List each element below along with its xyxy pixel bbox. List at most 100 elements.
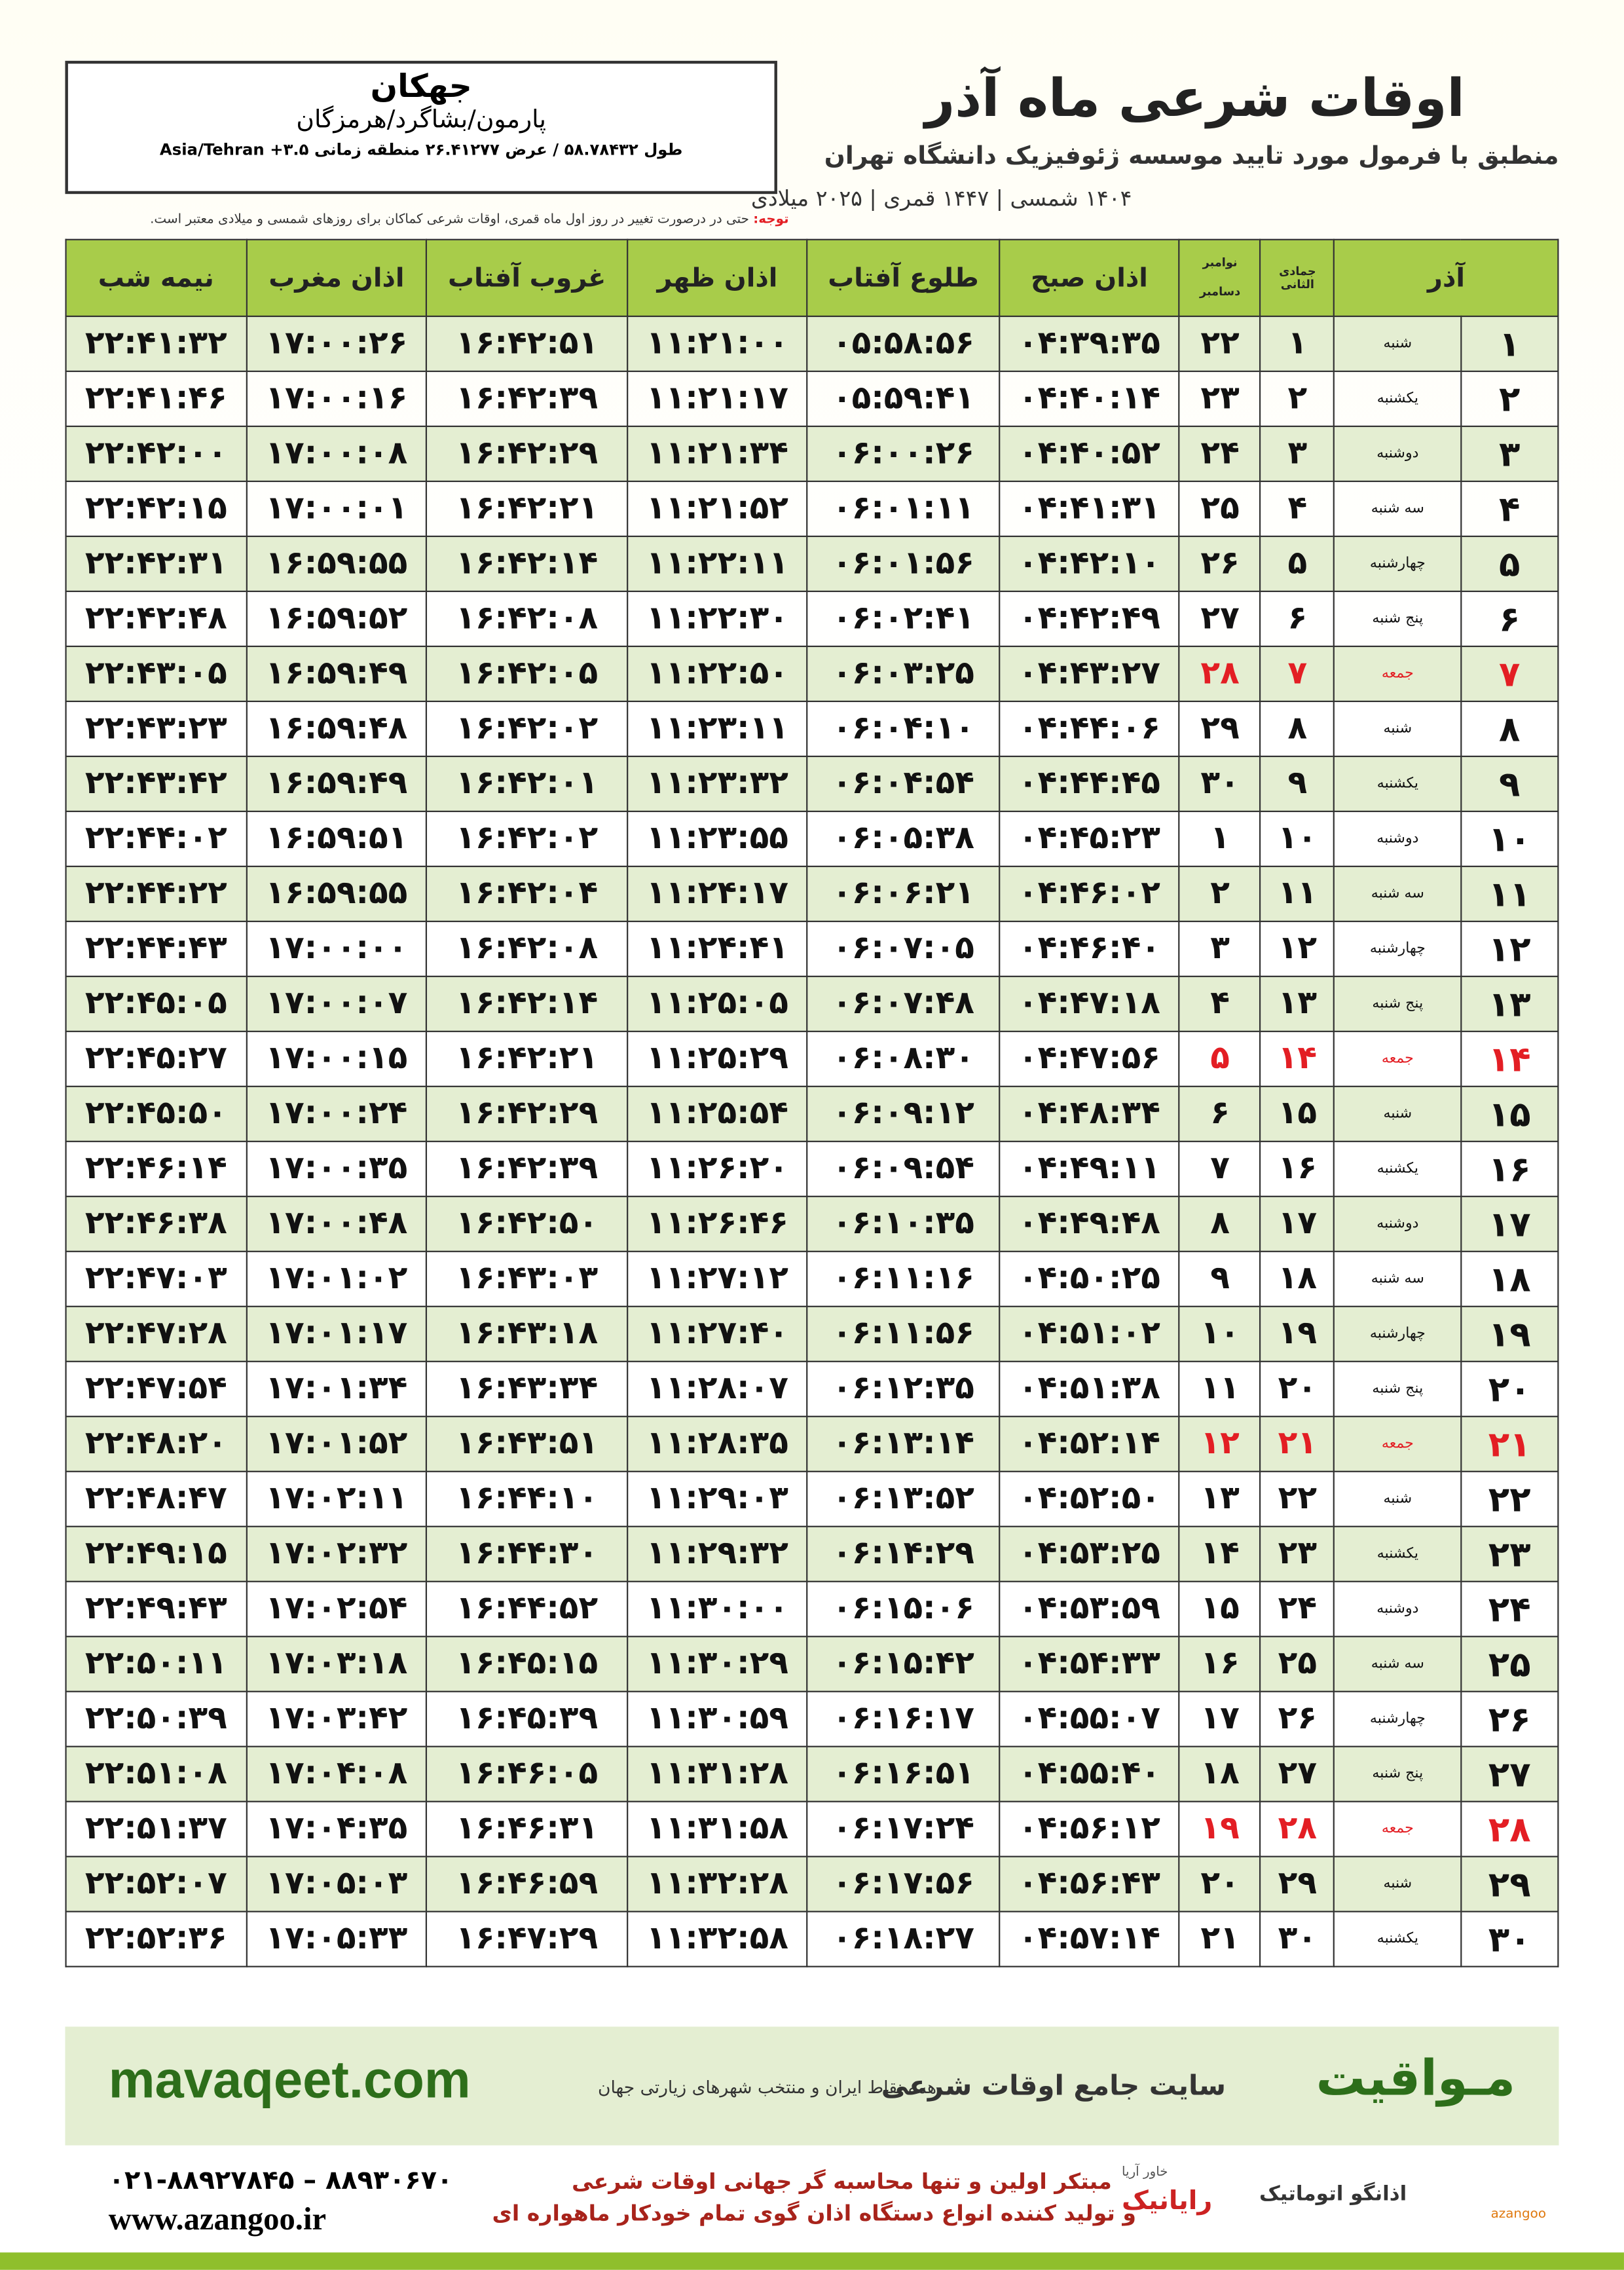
table-cell: ۲۲:۴۴:۰۲ xyxy=(65,810,248,867)
table-cell: ۰۶:۰۴:۱۰ xyxy=(807,700,1000,757)
table-row: ۸ شنبه ۸ ۲۹ ۰۴:۴۴:۰۶ ۰۶:۰۴:۱۰ ۱۱:۲۳:۱۱ ۱۶:۴۲:۰۲… xyxy=(65,700,1559,757)
table-cell: ۴ xyxy=(1259,480,1335,538)
table-cell: ۲۲:۴۴:۴۳ xyxy=(65,920,248,977)
table-cell: ۰۴:۴۵:۲۳ xyxy=(998,810,1181,867)
table-cell: ۳۰ xyxy=(1460,1910,1559,1967)
table-cell: ۱۷:۰۰:۱۵ xyxy=(246,1030,428,1087)
table-cell: ۲۹ xyxy=(1259,1855,1335,1912)
table-row: ۱۶ یکشنبه ۱۶ ۷ ۰۴:۴۹:۱۱ ۰۶:۰۹:۵۴ ۱۱:۲۶:۲۰ ۱۶:۴۲… xyxy=(65,1140,1559,1197)
table-cell: چهارشنبه xyxy=(1333,1305,1462,1362)
table-cell: ۱۱:۲۸:۳۵ xyxy=(626,1415,809,1472)
table-cell: ۱۶:۴۲:۰۸ xyxy=(426,920,628,977)
table-cell: جمعه xyxy=(1333,645,1462,702)
table-cell: ۴ xyxy=(1179,975,1262,1032)
table-cell: دوشنبه xyxy=(1333,1580,1462,1637)
table-cell: ۱۴ xyxy=(1259,1030,1335,1087)
table-cell: ۰۶:۰۸:۳۰ xyxy=(807,1030,1000,1087)
table-row: ۴ سه شنبه ۴ ۲۵ ۰۴:۴۱:۳۱ ۰۶:۰۱:۱۱ ۱۱:۲۱:۵۲ ۱۶:۴۲… xyxy=(65,480,1559,538)
table-cell: یکشنبه xyxy=(1333,1525,1462,1582)
table-cell: پنج شنبه xyxy=(1333,1360,1462,1417)
table-cell: ۱۷:۰۵:۳۳ xyxy=(246,1910,428,1967)
table-cell: ۲۲:۴۵:۲۷ xyxy=(65,1030,248,1087)
table-cell: ۰۶:۱۰:۳۵ xyxy=(807,1195,1000,1252)
table-cell: ۱۶:۴۲:۳۹ xyxy=(426,370,628,428)
table-cell: ۰۴:۴۷:۵۶ xyxy=(998,1030,1181,1087)
banner-sub: همه نقاط ایران و منتخب شهرهای زیارتی جها… xyxy=(597,2077,937,2098)
table-cell: ۱۴ xyxy=(1460,1030,1559,1087)
table-cell: ۰۴:۴۹:۴۸ xyxy=(998,1195,1181,1252)
table-cell: ۲۰ xyxy=(1259,1360,1335,1417)
header-cell: آذر xyxy=(1333,238,1559,318)
table-cell: ۰۶:۰۵:۳۸ xyxy=(807,810,1000,867)
table-cell: ۷ xyxy=(1259,645,1335,702)
table-cell: ۱۶:۴۲:۱۴ xyxy=(426,535,628,593)
table-cell: ۱۷:۰۱:۱۷ xyxy=(246,1305,428,1362)
table-cell: ۱۷:۰۱:۰۲ xyxy=(246,1250,428,1307)
table-cell: ۲۰ xyxy=(1179,1855,1262,1912)
table-row: ۱ شنبه ۱ ۲۲ ۰۴:۳۹:۳۵ ۰۵:۵۸:۵۶ ۱۱:۲۱:۰۰ ۱۶:۴۲:۵۱… xyxy=(65,315,1559,373)
header-sub: دسامبر xyxy=(1199,285,1241,299)
table-cell: دوشنبه xyxy=(1333,425,1462,483)
table-cell: ۱۱:۲۴:۴۱ xyxy=(626,920,809,977)
header-cell: نوامبر دسامبر xyxy=(1179,238,1262,318)
table-cell: پنج شنبه xyxy=(1333,1745,1462,1802)
table-cell: ۱۱ xyxy=(1259,865,1335,922)
table-cell: ۱۶:۵۹:۵۵ xyxy=(246,865,428,922)
phone: ۰۲۱-۸۸۹۲۷۸۴۵ – ۸۸۹۳۰۶۷۰ xyxy=(108,2165,453,2197)
table-cell: ۰۴:۴۲:۱۰ xyxy=(998,535,1181,593)
table-cell: شنبه xyxy=(1333,1085,1462,1142)
table-cell: ۱۱:۳۰:۵۹ xyxy=(626,1690,809,1747)
table-cell: ۱۱:۲۸:۰۷ xyxy=(626,1360,809,1417)
table-cell: ۲۲:۴۳:۰۵ xyxy=(65,645,248,702)
table-cell: ۲۲:۵۰:۳۹ xyxy=(65,1690,248,1747)
table-cell: شنبه xyxy=(1333,700,1462,757)
table-cell: چهارشنبه xyxy=(1333,920,1462,977)
table-cell: ۱۳ xyxy=(1179,1470,1262,1527)
table-cell: ۱۷:۰۰:۳۵ xyxy=(246,1140,428,1197)
table-cell: ۱۵ xyxy=(1460,1085,1559,1142)
table-cell: ۲۹ xyxy=(1460,1855,1559,1912)
table-cell: ۱۷:۰۰:۱۶ xyxy=(246,370,428,428)
table-cell: ۲۲:۴۹:۴۳ xyxy=(65,1580,248,1637)
table-cell: ۲۲:۴۷:۲۸ xyxy=(65,1305,248,1362)
table-cell: ۱۷:۰۰:۴۸ xyxy=(246,1195,428,1252)
table-cell: ۰۴:۵۵:۰۷ xyxy=(998,1690,1181,1747)
table-cell: جمعه xyxy=(1333,1800,1462,1857)
table-cell: ۲۶ xyxy=(1460,1690,1559,1747)
note-text: حتی در درصورت تغییر در روز اول ماه قمری،… xyxy=(150,212,749,228)
brand: مـواقیت xyxy=(1316,2049,1516,2108)
table-cell: ۹ xyxy=(1259,755,1335,812)
table-row: ۲۲ شنبه ۲۲ ۱۳ ۰۴:۵۲:۵۰ ۰۶:۱۳:۵۲ ۱۱:۲۹:۰۳ ۱۶:۴۴:… xyxy=(65,1470,1559,1527)
table-cell: ۸ xyxy=(1259,700,1335,757)
table-cell: ۱۶:۵۹:۵۵ xyxy=(246,535,428,593)
table-cell: ۱۷:۰۰:۲۶ xyxy=(246,315,428,373)
table-cell: ۰۴:۵۶:۴۳ xyxy=(998,1855,1181,1912)
table-cell: ۱۱:۲۶:۴۶ xyxy=(626,1195,809,1252)
header-cell: اذان مغرب xyxy=(246,238,428,318)
table-cell: ۲۲:۴۷:۵۴ xyxy=(65,1360,248,1417)
table-cell: ۱۶:۵۹:۴۹ xyxy=(246,755,428,812)
table-cell: ۱۶:۴۲:۲۱ xyxy=(426,480,628,538)
table-cell: ۱۶:۴۲:۲۹ xyxy=(426,1085,628,1142)
table-cell: ۱۶:۴۲:۵۱ xyxy=(426,315,628,373)
table-row: ۲۵ سه شنبه ۲۵ ۱۶ ۰۴:۵۴:۳۳ ۰۶:۱۵:۴۲ ۱۱:۳۰:۲۹ ۱۶:… xyxy=(65,1635,1559,1692)
table-cell: ۱۶:۴۲:۰۵ xyxy=(426,645,628,702)
table-cell: ۱۲ xyxy=(1460,920,1559,977)
table-cell: ۲۵ xyxy=(1460,1635,1559,1692)
table-cell: ۲۹ xyxy=(1179,700,1262,757)
table-cell: ۰۶:۱۷:۲۴ xyxy=(807,1800,1000,1857)
table-row: ۲۴ دوشنبه ۲۴ ۱۵ ۰۴:۵۳:۵۹ ۰۶:۱۵:۰۶ ۱۱:۳۰:۰۰ ۱۶:۴… xyxy=(65,1580,1559,1637)
table-cell: ۲ xyxy=(1259,370,1335,428)
logo: خاور آریا xyxy=(1121,2165,1168,2180)
note-label: توجه: xyxy=(753,212,789,228)
table-cell: ۹ xyxy=(1179,1250,1262,1307)
table-cell: ۲۴ xyxy=(1179,425,1262,483)
table-cell: ۲۱ xyxy=(1460,1415,1559,1472)
table-cell: ۱۶:۴۲:۰۴ xyxy=(426,865,628,922)
table-cell: ۲ xyxy=(1179,865,1262,922)
table-cell: ۳۰ xyxy=(1179,755,1262,812)
table-cell: ۱۶:۴۲:۱۴ xyxy=(426,975,628,1032)
table-cell: ۱۱:۳۲:۵۸ xyxy=(626,1910,809,1967)
